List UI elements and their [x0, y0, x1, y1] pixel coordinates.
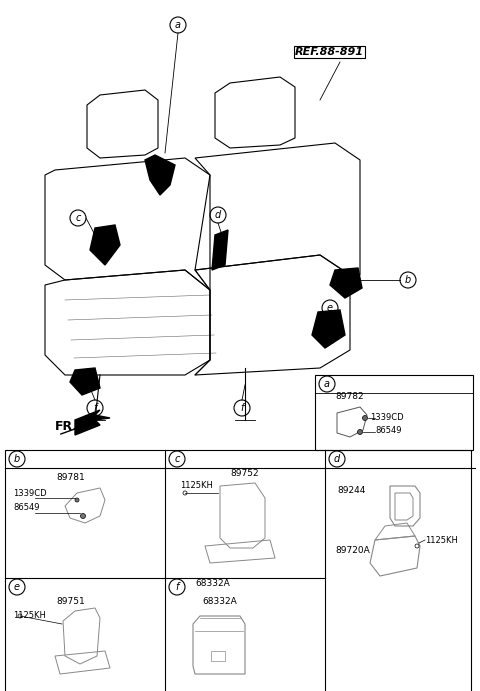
Text: e: e — [14, 582, 20, 592]
Text: a: a — [175, 20, 181, 30]
Text: 86549: 86549 — [13, 503, 39, 512]
Text: f: f — [240, 403, 244, 413]
Text: 89752: 89752 — [231, 469, 259, 478]
Text: c: c — [75, 213, 81, 223]
Polygon shape — [145, 155, 175, 195]
Text: 1339CD: 1339CD — [13, 489, 47, 498]
Text: f: f — [175, 582, 179, 592]
Bar — [211, 651, 225, 661]
Text: 86549: 86549 — [375, 426, 401, 435]
Polygon shape — [70, 368, 100, 395]
Polygon shape — [90, 225, 120, 265]
Text: b: b — [14, 454, 20, 464]
Circle shape — [362, 415, 368, 421]
Text: 89782: 89782 — [335, 392, 364, 401]
Text: d: d — [215, 210, 221, 220]
Text: REF.88-891: REF.88-891 — [295, 47, 364, 57]
Text: e: e — [327, 303, 333, 313]
Polygon shape — [330, 268, 362, 298]
Text: 89244: 89244 — [337, 486, 365, 495]
Circle shape — [358, 430, 362, 435]
Polygon shape — [395, 493, 413, 520]
Text: b: b — [405, 275, 411, 285]
Text: 1125KH: 1125KH — [180, 481, 213, 490]
Circle shape — [81, 513, 85, 518]
Polygon shape — [312, 310, 345, 348]
Text: 89751: 89751 — [56, 597, 85, 606]
Circle shape — [75, 498, 79, 502]
Text: a: a — [324, 379, 330, 389]
Text: 1125KH: 1125KH — [13, 611, 46, 620]
Text: 68332A: 68332A — [203, 597, 238, 606]
Text: FR.: FR. — [55, 420, 78, 433]
Text: 1125KH: 1125KH — [425, 536, 458, 545]
Text: 68332A: 68332A — [195, 579, 230, 588]
Text: 89720A: 89720A — [335, 546, 370, 555]
Text: 1339CD: 1339CD — [370, 413, 404, 422]
Bar — [315, 375, 473, 450]
Text: d: d — [334, 454, 340, 464]
Text: f: f — [93, 403, 96, 413]
Text: 89781: 89781 — [56, 473, 85, 482]
Bar — [5, 450, 471, 691]
Text: c: c — [174, 454, 180, 464]
Polygon shape — [212, 230, 228, 270]
Polygon shape — [75, 410, 110, 435]
